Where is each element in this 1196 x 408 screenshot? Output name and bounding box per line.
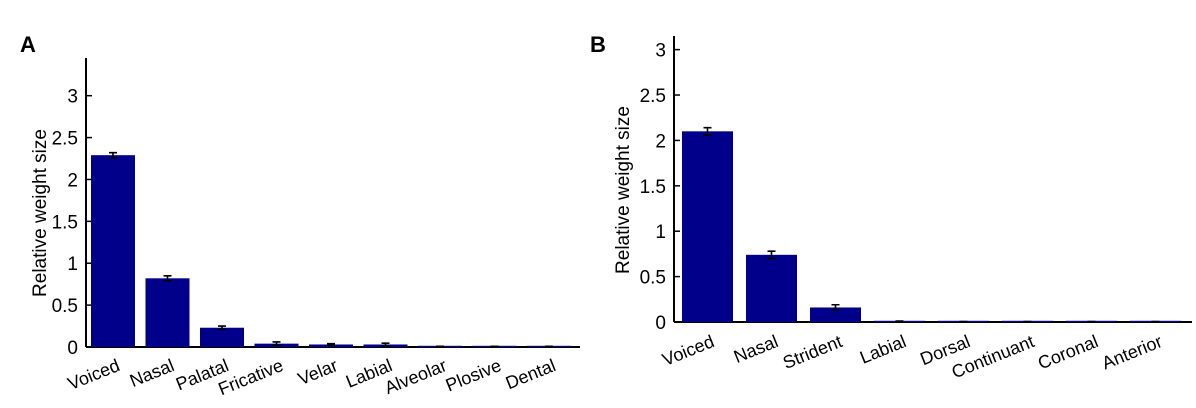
panel-a-error-bar-dental [545,345,553,348]
panel-a-bar-voiced [91,155,135,347]
panel-b-y-tick-label: 3 [655,41,666,62]
panel-a-y-tick-label: 3 [67,87,78,108]
panel-a-bar-nasal [145,278,190,347]
panel-b-category-label: Voiced [659,331,717,370]
panel-a-category-label: Plosive [443,355,504,395]
panel-a-error-bar-labial [381,342,390,347]
panel-a-y-tick-label: 2 [67,170,78,191]
panel-a-error-bar-plosive [490,345,499,348]
panel-a-error-bar-nasal [163,274,172,282]
panel-b-category-label: Strident [780,331,845,373]
panel-b-y-tick-label: 2 [655,131,666,152]
panel-b-category-label: Labial [857,331,909,368]
panel-b-category-label: Coronal [1035,331,1101,373]
panel-b-category-label: Nasal [731,331,781,367]
panel-a-category-label: Nasal [127,355,177,391]
panel-a-y-tick-label: 0.5 [52,296,78,317]
panel-a-error-bar-fricative [272,341,281,347]
panel-a-error-bar-alveolar [436,345,444,348]
panel-b-y-tick-label: 0 [655,313,666,334]
panel-a-category-label: Dental [503,355,559,393]
panel-b-error-bar-voiced [703,126,712,136]
panel-a-y-tick-label: 1 [67,254,78,275]
panel-a-letter: A [20,32,36,57]
panel-a: A Relative weight size 0 0.5 1 1.5 2 2.5 3 Voic… [20,32,580,399]
panel-a-error-bar-velar [327,342,335,347]
panel-a-y-tick-label: 2.5 [52,129,78,150]
panel-a-bar-palatal [200,327,244,347]
panel-b-category-label: Anterior [1099,331,1165,373]
panel-b-error-bar-strident [831,303,840,311]
panel-b-y-tick-label: 0.5 [640,268,666,289]
panel-b-bar-voiced [682,131,733,322]
panel-a-category-label: Voiced [65,355,123,394]
panel-a-error-bar-voiced [109,151,117,159]
panel-a-category-label: Velar [295,355,341,389]
panel-b-y-tick-label: 2.5 [640,86,666,107]
panel-a-category-label: Alveolar [382,355,450,398]
panel-b-y-tick-label: 1.5 [640,177,666,198]
panel-b: B Relative weight size 0 0.5 1 1.5 2 2.5 3 Voic… [590,32,1192,382]
panel-b-y-tick-label: 1 [655,222,666,243]
panel-b-y-axis-title: Relative weight size [613,106,634,274]
panel-b-bar-strident [810,307,861,322]
panel-a-y-tick-label: 1.5 [52,212,78,233]
panel-a-y-axis-title: Relative weight size [30,129,51,297]
panel-b-bar-nasal [746,254,797,322]
panel-a-y-tick-label: 0 [67,338,78,359]
panel-a-error-bar-palatal [218,325,226,331]
panel-b-error-bar-nasal [767,250,776,260]
panel-b-letter: B [590,32,606,57]
panel-b-error-bar-labial [895,320,904,323]
